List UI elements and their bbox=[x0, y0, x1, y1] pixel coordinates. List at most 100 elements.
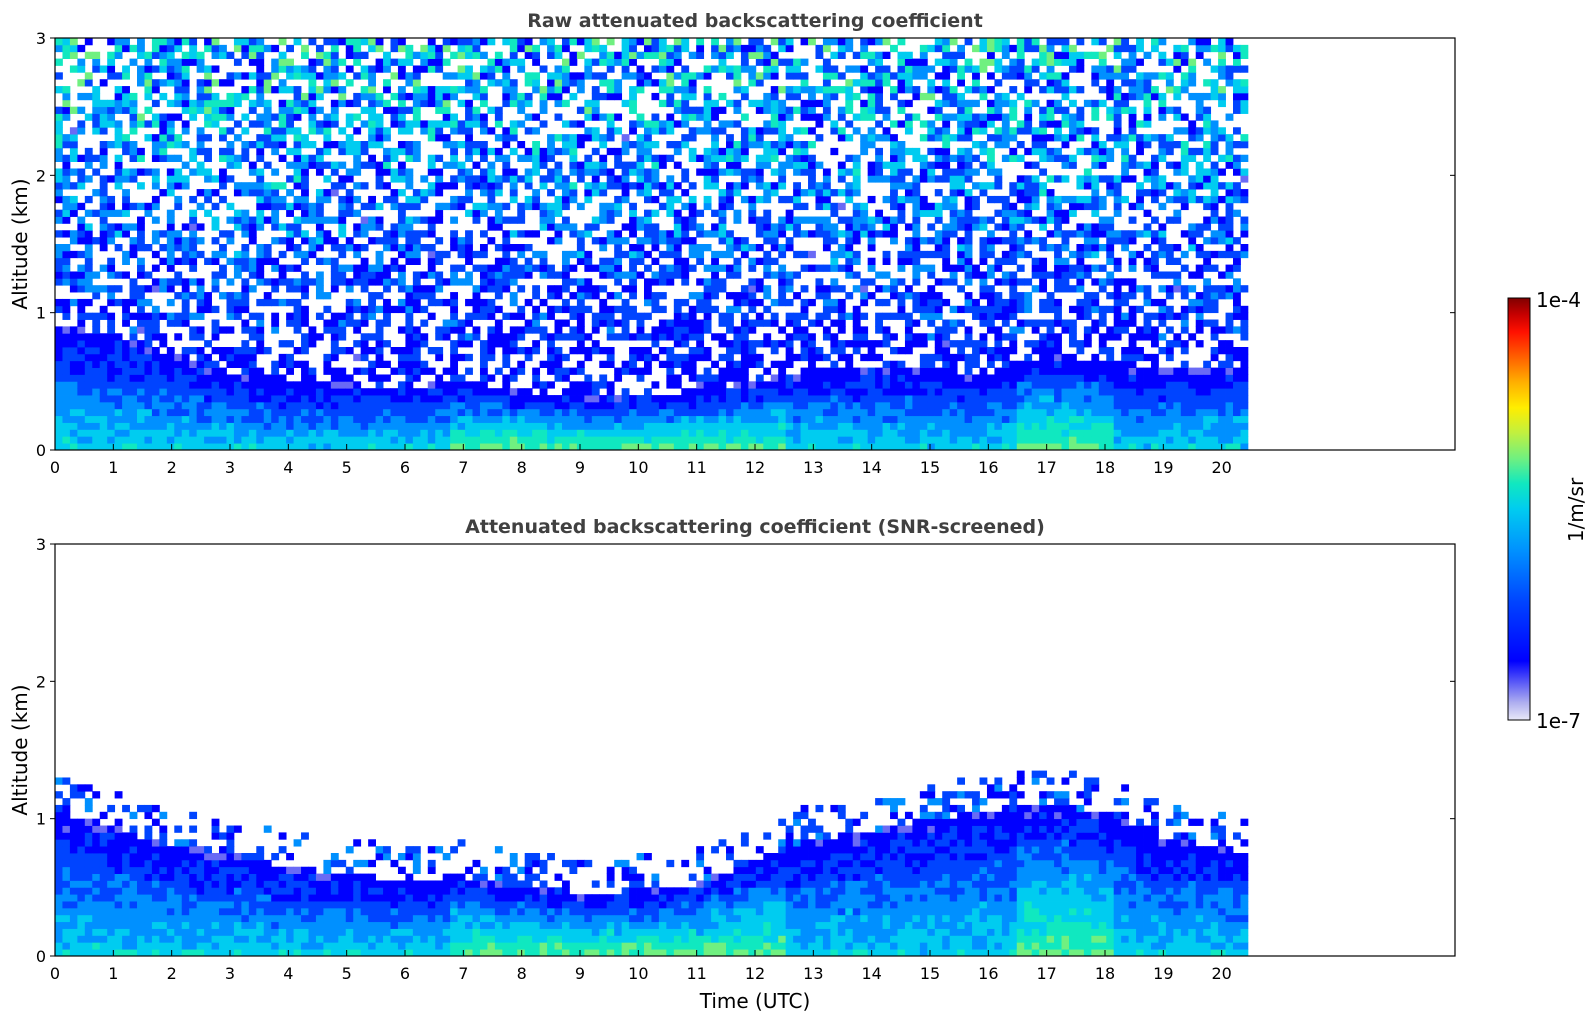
heatmap-cell bbox=[181, 223, 190, 231]
heatmap-cell bbox=[457, 161, 466, 169]
heatmap-cell bbox=[658, 44, 667, 53]
heatmap-cell bbox=[397, 326, 406, 334]
heatmap-cell bbox=[808, 189, 816, 197]
heatmap-cell bbox=[934, 202, 943, 211]
heatmap-cell bbox=[107, 326, 116, 334]
heatmap-cell bbox=[174, 415, 183, 423]
heatmap-cell bbox=[599, 443, 608, 451]
heatmap-cell bbox=[755, 340, 764, 348]
heatmap-cell bbox=[122, 436, 130, 444]
heatmap-cell bbox=[360, 257, 369, 265]
heatmap-cell bbox=[502, 237, 511, 245]
heatmap-cell bbox=[651, 340, 660, 348]
heatmap-cell bbox=[114, 51, 123, 59]
heatmap-cell bbox=[442, 298, 451, 307]
heatmap-cell bbox=[614, 443, 623, 451]
heatmap-cell bbox=[330, 333, 339, 341]
heatmap-cell bbox=[882, 38, 891, 46]
heatmap-cell bbox=[84, 312, 93, 320]
heatmap-cell bbox=[703, 443, 712, 451]
heatmap-cell bbox=[785, 141, 794, 149]
heatmap-cell bbox=[159, 58, 168, 66]
heatmap-cell bbox=[890, 237, 898, 245]
heatmap-cell bbox=[524, 202, 533, 211]
heatmap-cell bbox=[763, 436, 772, 444]
heatmap-cell bbox=[405, 429, 414, 437]
heatmap-cell bbox=[472, 415, 481, 423]
heatmap-cell bbox=[479, 353, 488, 362]
heatmap-cell bbox=[69, 429, 78, 437]
heatmap-cell bbox=[890, 120, 898, 128]
heatmap-cell bbox=[457, 278, 466, 286]
heatmap-cell bbox=[114, 429, 123, 437]
heatmap-cell bbox=[517, 285, 526, 293]
heatmap-cell bbox=[748, 381, 757, 389]
heatmap-cell bbox=[584, 264, 593, 272]
heatmap-cell bbox=[912, 195, 921, 204]
heatmap-cell bbox=[226, 395, 235, 403]
heatmap-cell bbox=[666, 264, 675, 272]
heatmap-cell bbox=[159, 360, 168, 368]
heatmap-cell bbox=[509, 271, 518, 279]
heatmap-cell bbox=[353, 113, 362, 121]
heatmap-cell bbox=[92, 209, 101, 217]
heatmap-cell bbox=[368, 422, 376, 430]
heatmap-cell bbox=[681, 202, 690, 211]
heatmap-cell bbox=[703, 154, 712, 162]
heatmap-cell bbox=[353, 38, 362, 46]
heatmap-cell bbox=[345, 374, 354, 382]
heatmap-cell bbox=[957, 388, 965, 396]
heatmap-cell bbox=[539, 154, 548, 162]
heatmap-cell bbox=[934, 367, 943, 375]
heatmap-cell bbox=[644, 429, 652, 437]
heatmap-cell bbox=[308, 381, 317, 389]
heatmap-cell bbox=[181, 51, 190, 59]
heatmap-cell bbox=[949, 381, 958, 389]
heatmap-cell bbox=[502, 175, 511, 183]
heatmap-cell bbox=[166, 367, 175, 375]
heatmap-cell bbox=[427, 51, 436, 59]
heatmap-cell bbox=[256, 154, 265, 162]
heatmap-cell bbox=[576, 429, 585, 437]
heatmap-cell bbox=[435, 106, 444, 114]
heatmap-cell bbox=[509, 147, 518, 156]
heatmap-cell bbox=[539, 298, 548, 307]
heatmap-cell bbox=[55, 182, 63, 190]
heatmap-cell bbox=[688, 422, 697, 430]
heatmap-cell bbox=[494, 408, 503, 417]
heatmap-cell bbox=[532, 312, 541, 320]
heatmap-cell bbox=[726, 312, 734, 320]
heatmap-cell bbox=[196, 381, 205, 389]
heatmap-cell bbox=[412, 216, 421, 224]
heatmap-cell bbox=[897, 147, 906, 156]
heatmap-cell bbox=[800, 58, 809, 66]
heatmap-cell bbox=[867, 195, 876, 204]
heatmap-cell bbox=[621, 312, 630, 320]
heatmap-cell bbox=[129, 285, 138, 293]
heatmap-cell bbox=[904, 189, 913, 197]
heatmap-cell bbox=[882, 51, 891, 59]
heatmap-cell bbox=[256, 182, 265, 190]
heatmap-cell bbox=[688, 408, 697, 417]
heatmap-cell bbox=[263, 347, 272, 355]
heatmap-cell bbox=[852, 182, 861, 190]
heatmap-cell bbox=[435, 86, 444, 94]
heatmap-cell bbox=[904, 86, 913, 94]
heatmap-cell bbox=[576, 120, 585, 128]
heatmap-cell bbox=[726, 120, 734, 128]
heatmap-cell bbox=[740, 292, 749, 300]
heatmap-cell bbox=[532, 127, 541, 135]
heatmap-cell bbox=[353, 353, 362, 362]
heatmap-cell bbox=[778, 161, 787, 169]
heatmap-cell bbox=[964, 278, 973, 286]
heatmap-cell bbox=[465, 333, 473, 341]
heatmap-cell bbox=[584, 415, 593, 423]
heatmap-cell bbox=[248, 216, 257, 224]
heatmap-cell bbox=[174, 99, 183, 108]
heatmap-cell bbox=[644, 353, 652, 362]
heatmap-cell bbox=[174, 141, 183, 149]
heatmap-cell bbox=[569, 347, 578, 355]
heatmap-cell bbox=[763, 44, 772, 53]
heatmap-cell bbox=[114, 134, 123, 142]
heatmap-cell bbox=[420, 401, 429, 410]
